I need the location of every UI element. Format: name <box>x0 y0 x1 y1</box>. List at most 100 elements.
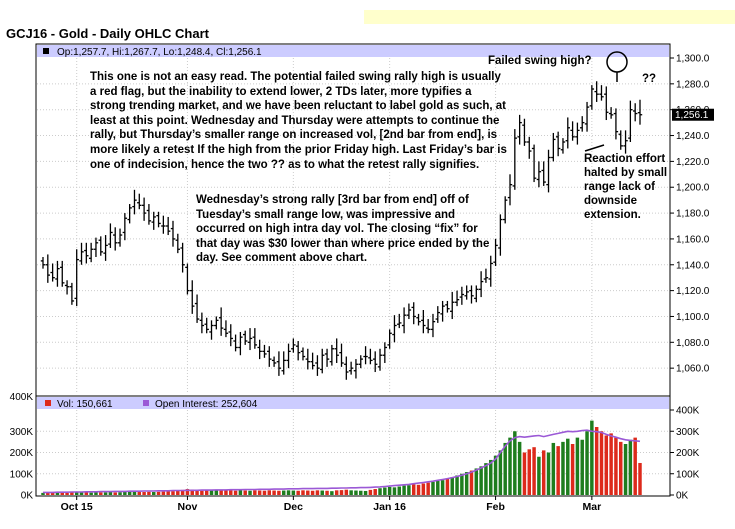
ohlc-bar <box>84 242 89 264</box>
volume-bar <box>325 490 329 495</box>
volume-bar <box>537 456 541 495</box>
ohlc-bar <box>93 237 99 258</box>
volume-bar <box>156 491 161 495</box>
volume-bar <box>50 492 55 495</box>
ohlc-bar <box>392 315 397 343</box>
volume-bar <box>301 490 305 495</box>
volume-bar <box>590 420 594 495</box>
volume-bar <box>527 449 531 495</box>
ohlc-bar <box>113 227 118 251</box>
volume-bar <box>570 444 575 495</box>
volume-bar <box>238 490 243 495</box>
volume-bar <box>272 490 276 495</box>
ohlc-bar <box>233 334 238 352</box>
ohlc-bar <box>522 118 527 146</box>
volume-bar <box>99 492 103 495</box>
volume-bar <box>320 490 324 495</box>
ohlc-bar <box>551 132 556 162</box>
price-tick-label: 1,120.0 <box>676 286 710 297</box>
ohlc-bar <box>69 282 75 305</box>
ohlc-bar <box>527 136 532 159</box>
ohlc-bar <box>401 307 407 334</box>
price-tick-label: 1,160.0 <box>676 234 710 245</box>
volume-bar <box>118 492 122 495</box>
volume-bar <box>142 492 146 495</box>
ohlc-bar <box>594 81 599 102</box>
ohlc-bar <box>377 348 383 371</box>
time-tick-label: Mar <box>583 501 602 513</box>
time-tick-label: Nov <box>178 501 198 513</box>
price-high: Hi:1,267.7, <box>112 47 160 58</box>
volume-bar <box>455 475 459 495</box>
volume-bar <box>619 441 623 495</box>
ohlc-bar <box>368 348 373 365</box>
ohlc-bar <box>50 263 55 282</box>
volume-bar <box>70 492 74 495</box>
volume-bar <box>460 473 464 495</box>
volume-bar <box>580 439 584 495</box>
ohlc-bar <box>435 306 440 323</box>
volume-bar <box>359 490 363 495</box>
volume-bar <box>575 437 580 495</box>
volume-tick-label-left: 400K <box>10 392 34 403</box>
ohlc-bar <box>425 319 431 334</box>
price-tick-label: 1,140.0 <box>676 260 710 271</box>
ohlc-bar <box>55 260 60 287</box>
price-panel <box>35 43 671 397</box>
volume-bar <box>503 442 507 495</box>
ohlc-bar <box>262 344 267 358</box>
ohlc-bar <box>348 361 354 375</box>
volume-bar <box>253 490 257 495</box>
ohlc-bar <box>132 189 137 215</box>
ohlc-bar <box>88 242 94 263</box>
ohlc-bar <box>315 355 320 376</box>
ohlc-bar <box>151 211 156 230</box>
volume-bar <box>614 437 618 495</box>
volume-bar <box>176 490 180 495</box>
volume-bar <box>180 489 185 495</box>
ohlc-bar <box>117 228 123 247</box>
volume-bar <box>79 492 84 495</box>
volume-bar <box>609 433 613 495</box>
price-tick-label: 1,240.0 <box>676 131 710 142</box>
volume-bar <box>411 484 416 495</box>
ohlc-bar <box>517 114 522 145</box>
ohlc-bar <box>161 215 166 234</box>
volume-tick-label-right: 400K <box>676 406 700 417</box>
ohlc-bar <box>488 255 493 287</box>
volume-bar <box>296 490 300 495</box>
volume-tick-label-right: 0K <box>676 491 689 502</box>
volume-bar <box>248 490 252 495</box>
price-tick-label: 1,080.0 <box>676 338 710 349</box>
ohlc-bar <box>185 263 190 295</box>
volume-bar <box>498 450 503 495</box>
volume-bar <box>334 490 339 495</box>
ohlc-bar <box>122 213 128 241</box>
ohlc-bar <box>358 355 363 369</box>
volume-bar <box>426 482 430 495</box>
volume-bar <box>277 490 281 495</box>
chart-title: GCJ16 - Gold - Daily OHLC Chart <box>6 26 209 41</box>
price-tick-label: 1,200.0 <box>676 183 710 194</box>
volume-bar <box>354 490 358 495</box>
ohlc-bar <box>281 351 286 375</box>
ohlc-bar <box>406 303 412 320</box>
ohlc-bar <box>252 328 258 349</box>
ohlc-bar <box>146 204 152 225</box>
ohlc-bar <box>474 285 479 303</box>
open-interest-line <box>43 429 641 494</box>
ohlc-bar <box>170 220 176 247</box>
ohlc-bar <box>507 174 513 206</box>
price-tick-label: 1,300.0 <box>676 54 710 65</box>
ohlc-bar <box>541 161 546 186</box>
ohlc-bar <box>257 339 262 360</box>
ohlc-bar <box>565 117 570 149</box>
ohlc-bar <box>103 235 108 261</box>
volume-bar <box>484 463 488 495</box>
volume-tick-label-right: 200K <box>676 448 700 459</box>
ohlc-bar <box>608 107 614 119</box>
volume-bar <box>310 490 315 495</box>
ohlc-bar <box>243 330 248 345</box>
ohlc-bar <box>238 331 243 356</box>
main-comment: This one is not an easy read. The potent… <box>90 71 507 171</box>
